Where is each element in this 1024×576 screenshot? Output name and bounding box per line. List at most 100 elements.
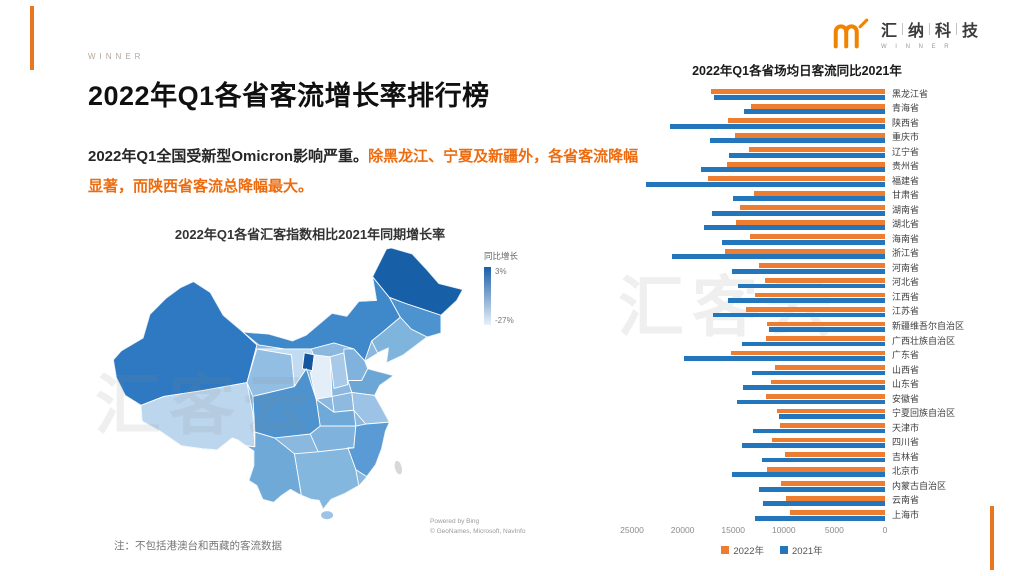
bar-2021年 xyxy=(722,239,885,245)
chart-legend: 2022年 2021年 xyxy=(632,543,912,557)
bar-2022年 xyxy=(750,234,885,240)
legend-item: 2022年 xyxy=(721,543,764,557)
province-label: 甘肃省 xyxy=(892,190,920,201)
bar-2021年 xyxy=(758,486,885,492)
winner-crown-icon xyxy=(833,18,869,49)
bar-2021年 xyxy=(778,414,885,419)
province-label: 天津市 xyxy=(892,422,920,433)
bar-row: 天津市 xyxy=(632,421,1012,436)
bar-2021年 xyxy=(762,501,885,507)
province-label: 青海省 xyxy=(892,103,920,114)
bar-2021年 xyxy=(729,152,885,158)
bar-plot xyxy=(632,232,885,247)
bar-2022年 xyxy=(740,205,885,211)
bar-2021年 xyxy=(742,443,885,448)
bar-row: 上海市 xyxy=(632,508,1012,523)
logo-text: 汇纳科技 W I N N E R xyxy=(881,17,978,50)
bar-2022年 xyxy=(725,248,885,254)
bar-row: 内蒙古自治区 xyxy=(632,479,1012,494)
bar-2021年 xyxy=(743,385,885,390)
bar-2022年 xyxy=(784,452,885,457)
bar-2022年 xyxy=(765,394,885,399)
bar-row: 江苏省 xyxy=(632,305,1012,320)
bar-row: 四川省 xyxy=(632,435,1012,450)
bar-row: 辽宁省 xyxy=(632,145,1012,160)
province-label: 江西省 xyxy=(892,291,920,302)
legend-swatch xyxy=(780,546,788,555)
bar-plot xyxy=(632,160,885,175)
bar-plot xyxy=(632,435,885,450)
bar-2022年 xyxy=(766,466,885,472)
bar-row: 山西省 xyxy=(632,363,1012,378)
province-label: 云南省 xyxy=(892,495,920,506)
map-legend-max: 3% xyxy=(495,267,507,276)
province-henan xyxy=(331,391,355,413)
bar-plot xyxy=(632,116,885,131)
x-tick: 10000 xyxy=(771,525,796,536)
x-tick: 15000 xyxy=(721,525,746,536)
bar-row: 河北省 xyxy=(632,276,1012,291)
bar-2022年 xyxy=(736,219,885,225)
bar-2021年 xyxy=(683,356,885,361)
bar-plot xyxy=(632,479,885,494)
bar-row: 湖北省 xyxy=(632,218,1012,233)
bar-row: 山东省 xyxy=(632,377,1012,392)
bar-2021年 xyxy=(744,109,885,115)
bar-2021年 xyxy=(712,312,885,318)
bar-2022年 xyxy=(774,365,885,370)
bar-plot xyxy=(632,131,885,146)
bar-2022年 xyxy=(755,292,885,298)
bar-2021年 xyxy=(700,167,885,173)
province-label: 山东省 xyxy=(892,379,920,390)
intro-paragraph: 2022年Q1全国受新型Omicron影响严重。除黑龙江、宁夏及新疆外，各省客流… xyxy=(88,142,640,202)
intro-text-orange: 除黑龙江、宁夏及新疆外，各省客流降幅显著，而陕西省客流总降幅最大。 xyxy=(88,148,639,195)
bar-2022年 xyxy=(707,176,885,182)
map-attribution-sources: © GeoNames, Microsoft, NavInfo xyxy=(430,528,526,536)
bar-row: 安徽省 xyxy=(632,392,1012,407)
province-label: 广东省 xyxy=(892,350,920,361)
bar-row: 甘肃省 xyxy=(632,189,1012,204)
bar-2022年 xyxy=(764,278,885,283)
province-label: 陕西省 xyxy=(892,117,920,128)
province-label: 上海市 xyxy=(892,509,920,520)
bar-row: 吉林省 xyxy=(632,450,1012,465)
province-label: 辽宁省 xyxy=(892,146,920,157)
bar-2021年 xyxy=(711,210,885,216)
bar-2021年 xyxy=(703,225,885,231)
bar-plot xyxy=(632,348,885,363)
bar-2022年 xyxy=(771,437,885,443)
bar-2022年 xyxy=(789,510,885,516)
province-label: 江苏省 xyxy=(892,306,920,317)
bar-row: 海南省 xyxy=(632,232,1012,247)
legend-label: 2021年 xyxy=(792,546,823,558)
legend-item: 2021年 xyxy=(780,543,823,557)
bar-2021年 xyxy=(732,268,885,274)
bar-2021年 xyxy=(755,515,885,521)
province-label: 内蒙古自治区 xyxy=(892,480,947,491)
bar-2022年 xyxy=(728,118,885,124)
map-chart-title: 2022年Q1各省汇客指数相比2021年同期增长率 xyxy=(174,227,446,242)
bar-row: 云南省 xyxy=(632,493,1012,508)
bar-chart-title: 2022年Q1各省场均日客流同比2021年 xyxy=(692,64,902,78)
bar-row: 河南省 xyxy=(632,261,1012,276)
province-hainan xyxy=(320,510,334,520)
bar-plot xyxy=(632,464,885,479)
intro-text-black: 2022年Q1全国受新型Omicron影响严重。 xyxy=(88,148,369,165)
bar-2022年 xyxy=(765,336,885,341)
bar-plot xyxy=(632,305,885,320)
province-label: 河北省 xyxy=(892,277,920,288)
bar-plot xyxy=(632,421,885,436)
bar-plot xyxy=(632,334,885,349)
region-taiwan xyxy=(394,460,403,475)
bar-2022年 xyxy=(785,495,885,501)
bar-2022年 xyxy=(710,89,885,95)
logo-divider xyxy=(955,22,957,35)
x-axis: 25000 20000 15000 10000 5000 0 xyxy=(620,525,887,538)
bar-2021年 xyxy=(742,341,885,347)
bar-row: 福建省 xyxy=(632,174,1012,189)
bar-plot xyxy=(632,203,885,218)
winner-watermark-text: WINNER xyxy=(88,52,145,61)
logo-char: 纳 xyxy=(907,22,924,40)
bar-2022年 xyxy=(735,132,885,138)
logo-char: 技 xyxy=(961,22,978,40)
